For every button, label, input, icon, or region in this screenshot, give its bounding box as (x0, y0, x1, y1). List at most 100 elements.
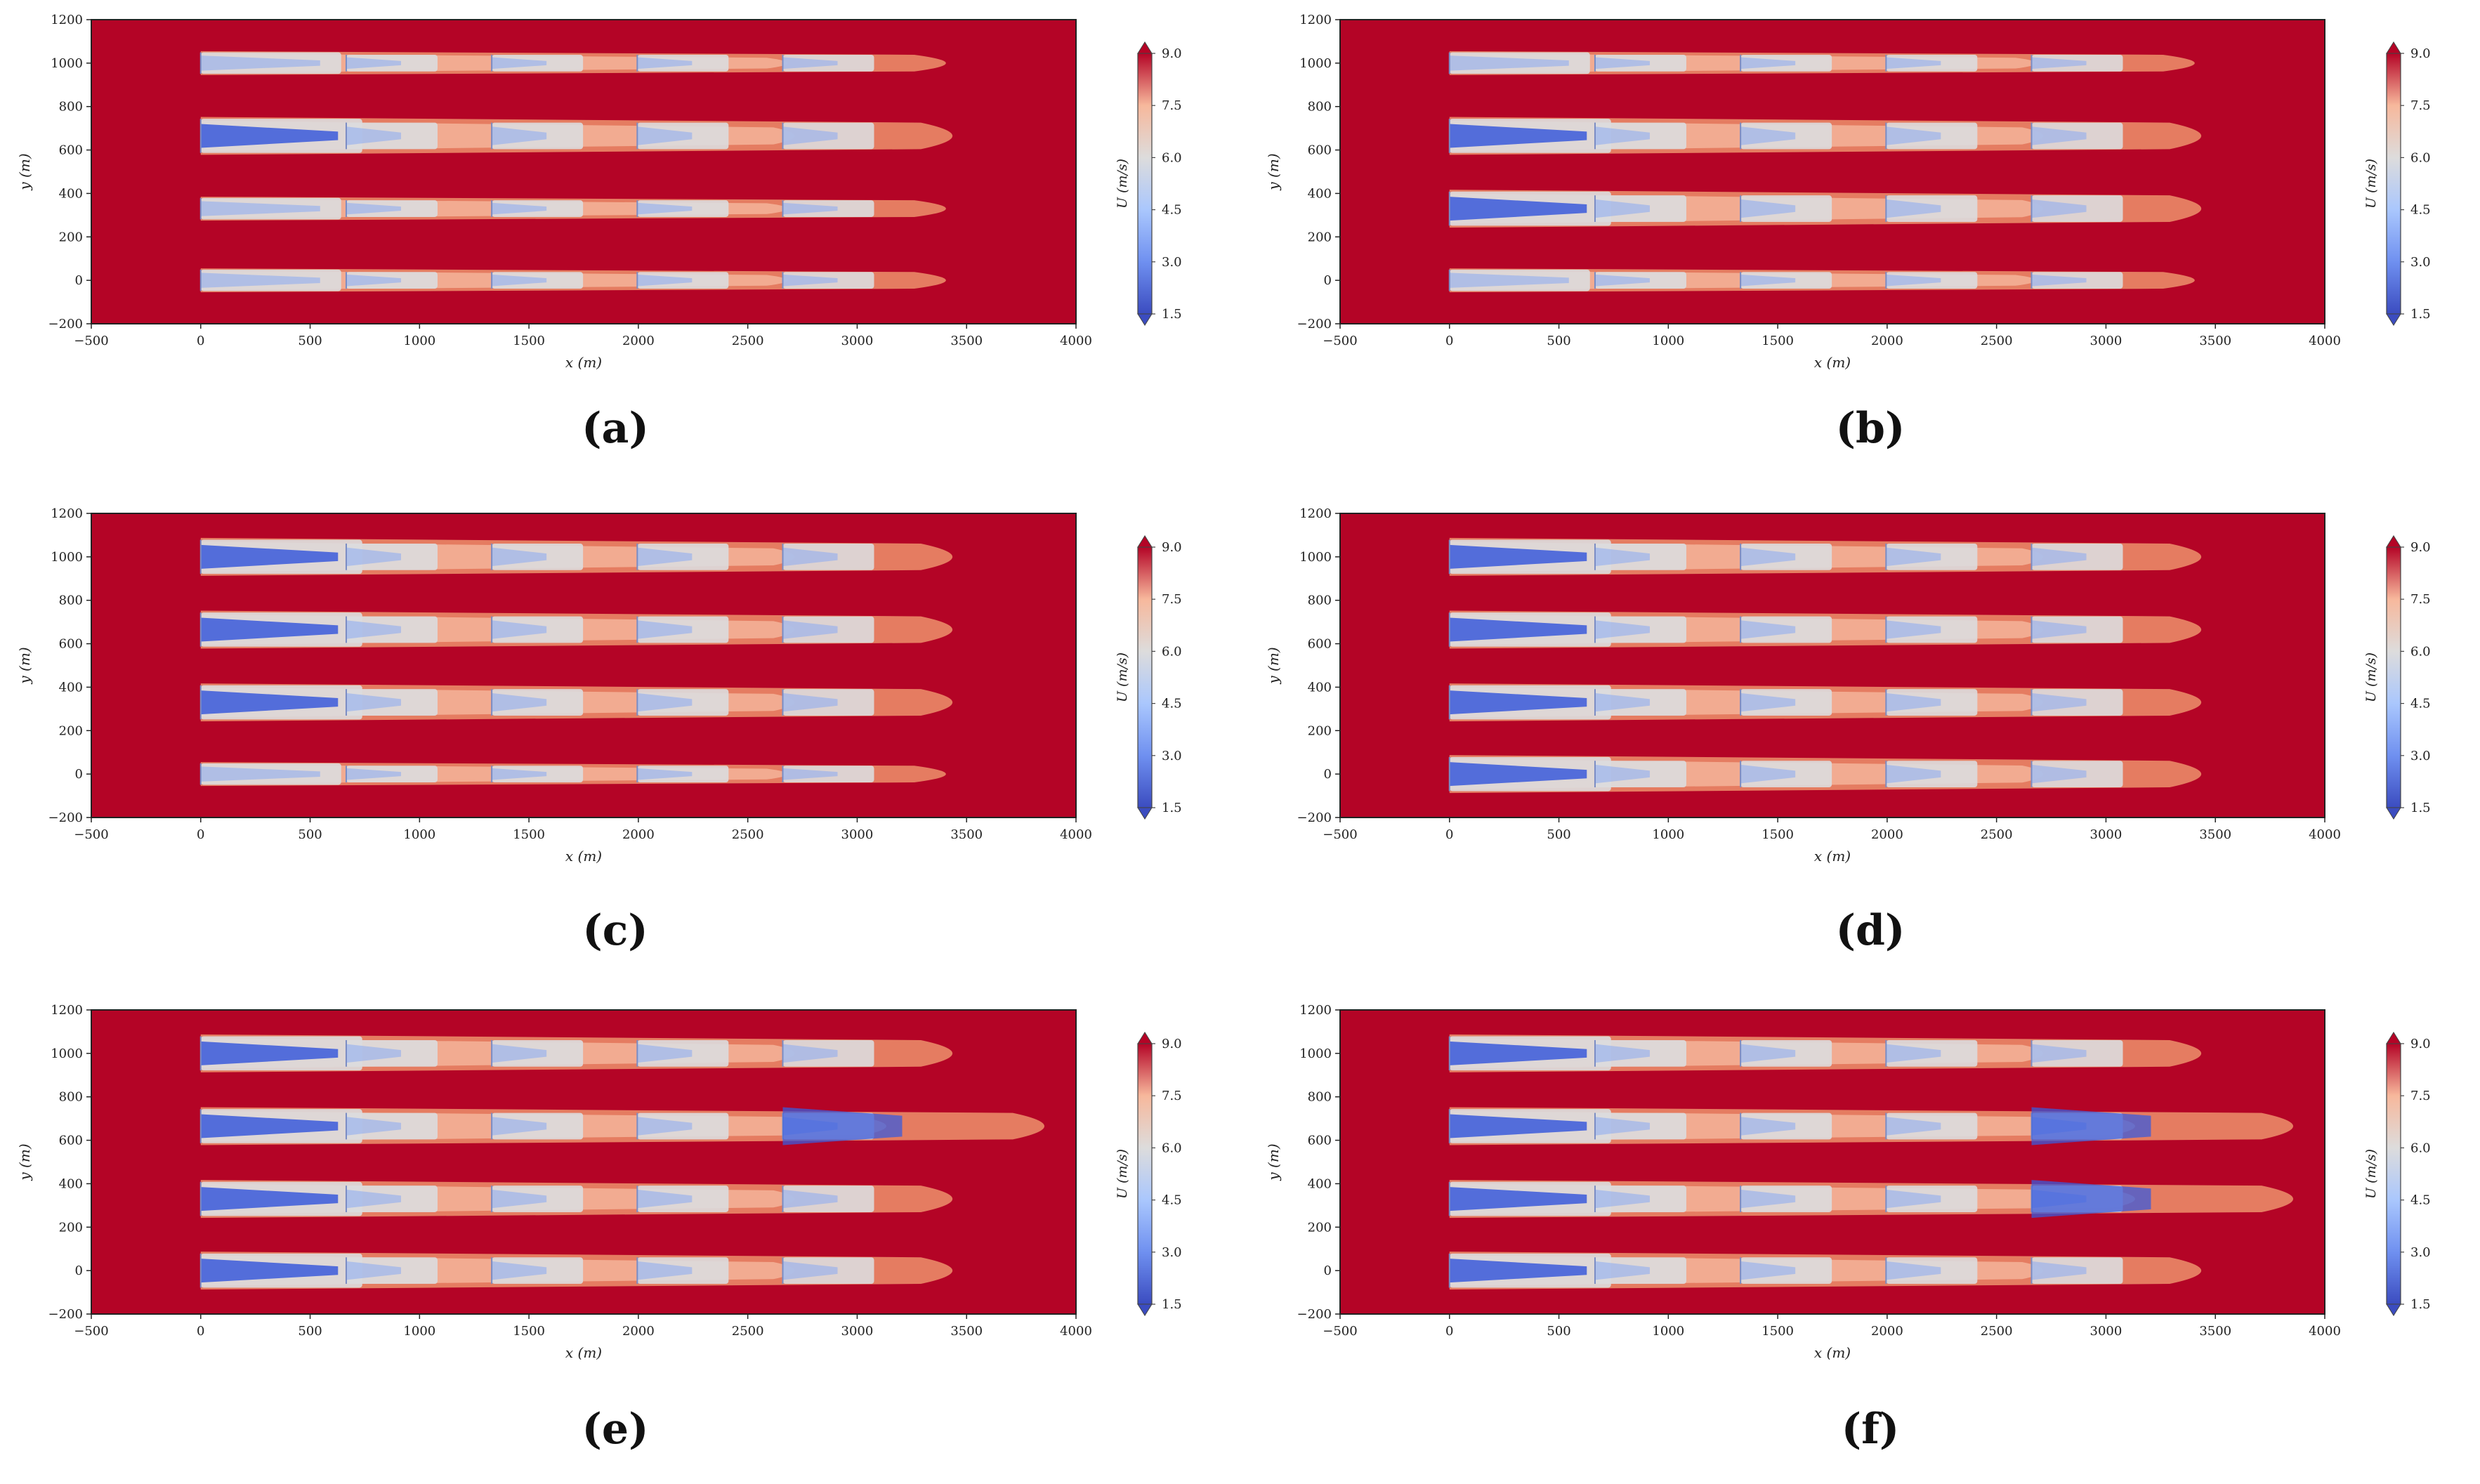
wake-deficit (637, 57, 693, 70)
x-tick-label: 3500 (950, 1324, 983, 1339)
x-tick-label: 500 (298, 334, 322, 348)
x-tick-label: 2000 (622, 334, 655, 348)
wake-row (1448, 1180, 2293, 1219)
wake-row (1448, 190, 2202, 228)
x-tick-label: 3500 (2199, 827, 2231, 842)
wake-deficit (1594, 620, 1650, 639)
wake-row (1448, 683, 2202, 722)
wake-deficit (1594, 57, 1650, 70)
wake-deficit (200, 1041, 339, 1065)
y-tick-label: 800 (1308, 593, 1332, 608)
wake-deficit (637, 202, 693, 215)
wake-row (199, 762, 946, 787)
x-axis-label: x (m) (565, 1344, 602, 1361)
x-axis-label: x (m) (1814, 354, 1851, 371)
wake-deficit (782, 274, 838, 287)
y-tick-label: 400 (59, 186, 83, 201)
colorbar-tick-label: 7.5 (2410, 1089, 2431, 1103)
colorbar-tick-label: 6.0 (2410, 644, 2431, 659)
x-tick-label: 4000 (2309, 1324, 2341, 1339)
wake-row (1448, 1252, 2202, 1290)
wake-deficit (346, 1117, 401, 1136)
colorbar-extend-min (2386, 313, 2401, 326)
wake-deficit (1886, 57, 1941, 70)
colorbar-tick-label: 1.5 (1162, 801, 1182, 815)
colorbar-extend-min (1137, 313, 1153, 326)
colorbar-extend-max (1137, 41, 1153, 54)
wake-deficit (1886, 1261, 1941, 1280)
y-tick-label: −200 (1297, 810, 1332, 825)
colorbar-tick-label: 9.0 (2410, 46, 2431, 61)
wake-row (1448, 51, 2195, 75)
x-tick-label: 1000 (1652, 1324, 1684, 1339)
x-tick-label: −500 (1323, 1324, 1357, 1339)
colorbar-extend-min (2386, 1304, 2401, 1316)
wake-row (199, 683, 953, 722)
wake-row (1448, 268, 2195, 293)
colorbar-scale (1137, 53, 1153, 315)
colorbar: 1.5 3.0 4.5 6.0 7.5 9.0 U (m/s) (1115, 535, 1182, 820)
wake-deficit (492, 274, 547, 287)
wake-deficit (1740, 620, 1796, 639)
x-axis-label: x (m) (1814, 1344, 1851, 1361)
wake-deficit (1449, 197, 1587, 221)
x-tick-label: 3500 (950, 827, 983, 842)
wake-deficit (1449, 617, 1587, 642)
y-tick-label: 200 (59, 1220, 83, 1235)
x-tick-label: −500 (1323, 827, 1357, 842)
wake-deficit (782, 1044, 838, 1063)
wake-deficit (1740, 1189, 1796, 1209)
wake-row (1448, 610, 2202, 649)
wake-deficit (346, 126, 401, 145)
wake-deficit (1886, 126, 1941, 145)
colorbar-tick-label: 9.0 (2410, 540, 2431, 555)
wake-deficit (782, 1189, 838, 1209)
wake-deficit (346, 768, 401, 780)
wake-row (1448, 537, 2202, 576)
x-tick-label: 4000 (1060, 1324, 1092, 1339)
x-tick-label: 4000 (1060, 334, 1092, 348)
wake-deficit (200, 1187, 339, 1212)
y-tick-label: 600 (59, 143, 83, 158)
colorbar-tick-label: 1.5 (1162, 1297, 1182, 1312)
axes-frame (91, 513, 1077, 818)
panel-label: (d) (1836, 906, 1905, 955)
wake-deficit (346, 547, 401, 567)
x-tick-label: 1500 (1761, 1324, 1794, 1339)
wake-deficit (1449, 690, 1587, 715)
y-tick-label: 800 (59, 1090, 83, 1105)
wake-deficit (492, 126, 547, 145)
colorbar-tick-label: 1.5 (1162, 307, 1182, 322)
colorbar-extend-min (2386, 807, 2401, 820)
wake-deficit (1594, 274, 1650, 287)
wake-deficit (200, 690, 339, 715)
wake-row (1448, 117, 2202, 155)
wake-deficit-strong (2031, 1180, 2151, 1219)
y-axis-label: y (m) (16, 153, 33, 190)
wake-deficit (2031, 1261, 2087, 1280)
colorbar-scale (2386, 546, 2401, 808)
colorbar-tick-label: 4.5 (2410, 1193, 2431, 1208)
wake-deficit (782, 57, 838, 70)
wake-deficit (1740, 692, 1796, 712)
wake-deficit (2031, 692, 2087, 712)
panel-label: (c) (582, 906, 648, 955)
wake-deficit (2031, 547, 2087, 567)
colorbar-scale (1137, 1043, 1153, 1305)
wake-deficit (1449, 1259, 1587, 1283)
x-tick-label: 1500 (513, 827, 545, 842)
x-tick-label: 2000 (1871, 827, 1903, 842)
wake-deficit (2031, 1044, 2087, 1063)
y-tick-label: 1200 (1299, 1003, 1332, 1018)
y-tick-label: −200 (1297, 317, 1332, 331)
x-tick-label: 0 (197, 334, 204, 348)
colorbar-extend-max (1137, 535, 1153, 548)
wake-deficit (1740, 1117, 1796, 1136)
wake-row (199, 117, 953, 155)
y-tick-label: 1000 (51, 1046, 83, 1061)
wake-deficit (492, 620, 547, 639)
y-axis-label: y (m) (16, 1143, 33, 1181)
x-tick-label: 2000 (622, 827, 655, 842)
x-tick-label: 4000 (2309, 827, 2341, 842)
y-tick-label: 400 (1308, 1176, 1332, 1191)
